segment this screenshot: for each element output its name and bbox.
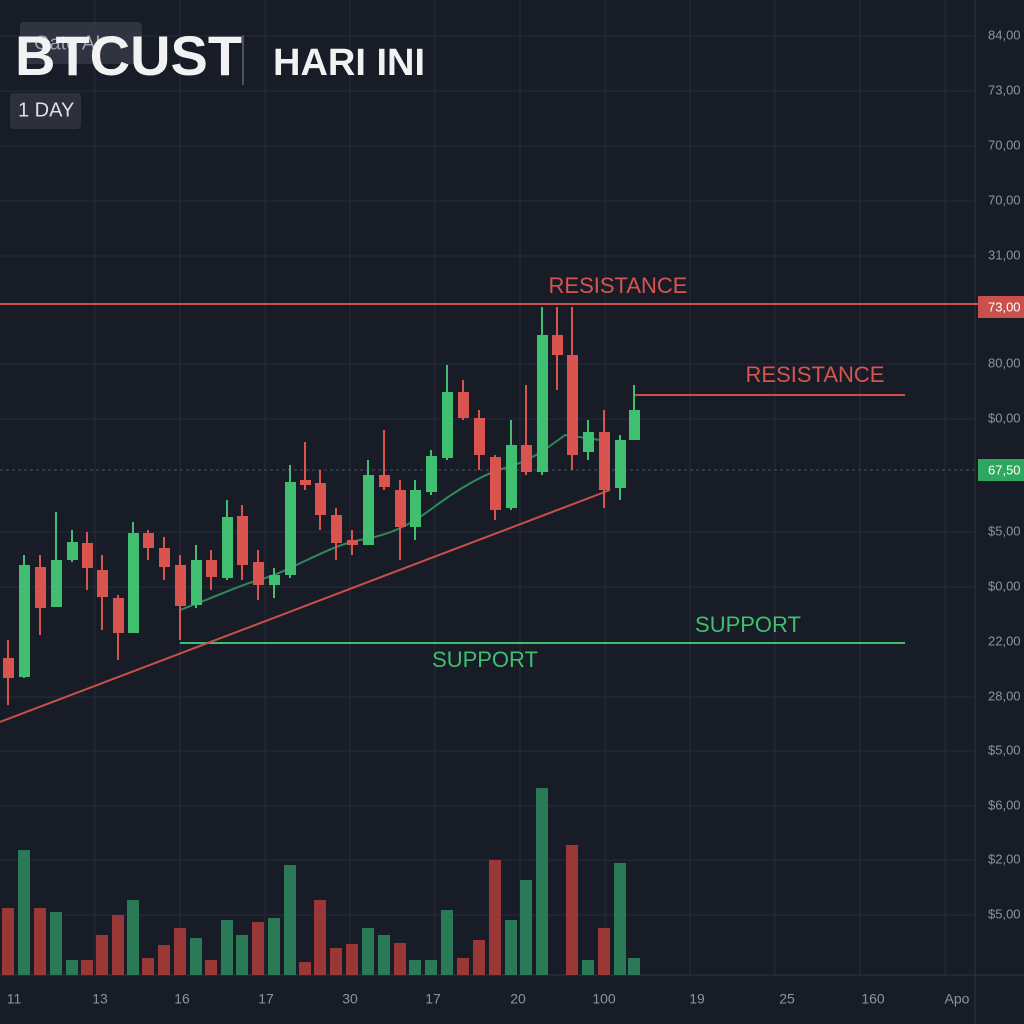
time-label: 100	[592, 991, 616, 1007]
price-label: 73,00	[988, 82, 1021, 97]
time-label: 30	[342, 991, 358, 1007]
price-label: $2,00	[988, 851, 1021, 866]
annotation: SUPPORT	[695, 612, 801, 637]
time-label: 13	[92, 991, 108, 1007]
timeframe-box[interactable]	[10, 93, 81, 129]
time-label: 17	[258, 991, 274, 1007]
price-label: 70,00	[988, 192, 1021, 207]
time-label: Apo	[945, 991, 970, 1007]
annotation: RESISTANCE	[549, 273, 688, 298]
price-label: 67,50	[988, 462, 1021, 477]
annotation: RESISTANCE	[746, 362, 885, 387]
watermark: Gate AI	[34, 32, 101, 54]
price-label: $6,00	[988, 797, 1021, 812]
time-axis: 11 13 16 17 30 17 20 100 19 25 160 Apo	[7, 991, 970, 1007]
time-label: 17	[425, 991, 441, 1007]
annotation: SUPPORT	[432, 647, 538, 672]
time-label: 19	[689, 991, 705, 1007]
price-label: 31,00	[988, 247, 1021, 262]
pair-title: BTCUST	[15, 24, 242, 87]
price-label: 80,00	[988, 355, 1021, 370]
price-label: $5,00	[988, 906, 1021, 921]
timeframe[interactable]: 1 DAY	[18, 99, 74, 121]
time-label: 160	[861, 991, 885, 1007]
price-tag	[978, 296, 1024, 318]
watermark-box	[20, 22, 142, 64]
trend-line	[0, 489, 611, 723]
time-label: 11	[7, 991, 22, 1007]
price-label: 73,00	[988, 299, 1021, 314]
price-axis: 84,00 73,00 70,00 70,00 31,00 73,00 80,0…	[988, 27, 1021, 921]
time-label: 16	[174, 991, 190, 1007]
price-label: $0,00	[988, 410, 1021, 425]
time-label: 20	[510, 991, 526, 1007]
price-label: 84,00	[988, 27, 1021, 42]
price-label: $5,00	[988, 742, 1021, 757]
volume-bars	[2, 788, 640, 975]
subtitle: HARI INI	[273, 42, 425, 84]
price-tag	[978, 459, 1024, 481]
price-label: 22,00	[988, 633, 1021, 648]
price-label: 70,00	[988, 137, 1021, 152]
candles	[3, 307, 640, 705]
time-label: 25	[779, 991, 795, 1007]
price-label: $0,00	[988, 578, 1021, 593]
price-label: $5,00	[988, 523, 1021, 538]
price-label: 28,00	[988, 688, 1021, 703]
